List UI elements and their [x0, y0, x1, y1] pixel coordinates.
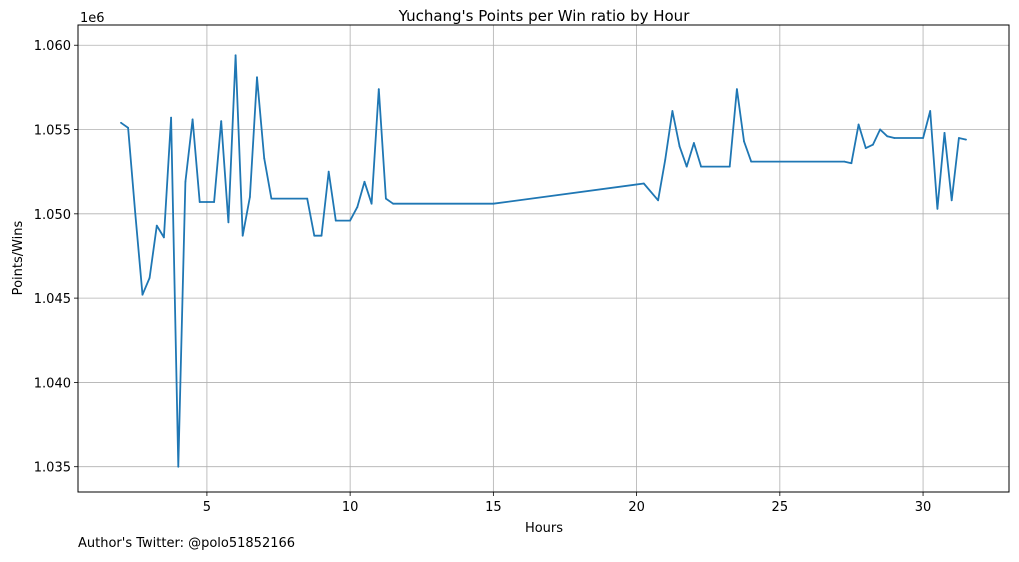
author-twitter-note: Author's Twitter: @polo51852166: [78, 536, 296, 551]
data-point: [141, 293, 144, 296]
plot-frame: [77, 24, 1010, 493]
data-point: [958, 137, 960, 139]
series-layer: [120, 54, 967, 468]
data-point: [872, 143, 874, 146]
data-point: [120, 121, 122, 124]
y-axis-ticks: 1.035 1.040 1.045 1.050 1.055 1.060: [34, 39, 78, 476]
y-tick-label: 1.045: [34, 292, 71, 307]
data-point: [850, 162, 853, 165]
x-tick-label: 5: [203, 500, 211, 515]
data-point: [256, 76, 258, 79]
y-tick-label: 1.055: [34, 124, 71, 139]
data-point: [750, 160, 753, 163]
data-point: [177, 465, 180, 468]
x-tick-label: 30: [915, 500, 932, 515]
y-tick-label: 1.060: [34, 39, 71, 54]
data-point: [943, 132, 946, 134]
y-tick-label: 1.050: [34, 208, 71, 223]
data-point: [155, 224, 158, 227]
x-tick-label: 20: [628, 500, 645, 515]
data-point: [642, 182, 645, 185]
data-point: [184, 180, 187, 183]
data-point: [700, 165, 702, 168]
data-point: [743, 140, 745, 143]
data-point: [163, 236, 165, 239]
data-point: [334, 219, 337, 222]
data-point: [234, 54, 237, 57]
data-point: [127, 126, 129, 129]
data-point: [922, 137, 924, 139]
data-point: [736, 88, 738, 90]
data-point: [879, 128, 881, 131]
data-point: [657, 199, 659, 202]
data-point: [370, 202, 373, 205]
data-point: [241, 234, 244, 237]
x-tick-label: 25: [772, 500, 789, 515]
data-point: [678, 145, 681, 148]
data-point: [392, 202, 394, 205]
data-point: [377, 88, 380, 90]
data-point: [206, 201, 208, 203]
data-point: [886, 135, 889, 138]
data-point: [936, 207, 939, 210]
data-point: [213, 201, 216, 203]
data-point: [385, 197, 387, 200]
data-point: [134, 212, 137, 215]
data-point: [313, 234, 316, 237]
chart-title: Yuchang's Points per Win ratio by Hour: [398, 7, 691, 25]
data-point: [198, 201, 201, 203]
data-point: [864, 147, 867, 150]
data-point: [664, 159, 667, 161]
data-point: [857, 123, 860, 126]
series-line: [120, 54, 967, 468]
data-point: [148, 277, 151, 279]
data-point: [263, 157, 266, 160]
data-point: [843, 160, 846, 163]
grid: [78, 25, 1009, 492]
x-tick-label: 10: [342, 500, 359, 515]
data-point: [191, 118, 194, 121]
y-tick-label: 1.040: [34, 376, 71, 391]
data-point: [363, 180, 366, 183]
data-point: [170, 116, 173, 119]
data-point: [349, 219, 351, 222]
data-point: [227, 221, 230, 224]
data-point: [929, 110, 932, 112]
y-tick-label: 1.035: [34, 461, 71, 476]
data-point: [270, 197, 273, 200]
data-point: [693, 142, 695, 144]
data-point: [306, 197, 309, 200]
data-point: [893, 137, 896, 139]
data-point: [685, 165, 688, 168]
x-tick-label: 15: [485, 500, 502, 515]
data-point: [356, 206, 359, 209]
y-axis-offset-label: 1e6: [80, 11, 105, 26]
data-point: [492, 202, 495, 205]
data-point: [327, 170, 330, 173]
data-point: [950, 199, 953, 202]
data-point: [320, 234, 323, 237]
data-point: [671, 110, 674, 112]
data-point: [220, 120, 223, 122]
x-axis-title: Hours: [525, 521, 563, 536]
data-point: [728, 165, 731, 168]
y-axis-title: Points/Wins: [11, 220, 26, 295]
data-point: [965, 138, 967, 141]
x-axis-ticks: 5 10 15 20 25 30: [203, 492, 932, 515]
data-point: [249, 196, 251, 198]
